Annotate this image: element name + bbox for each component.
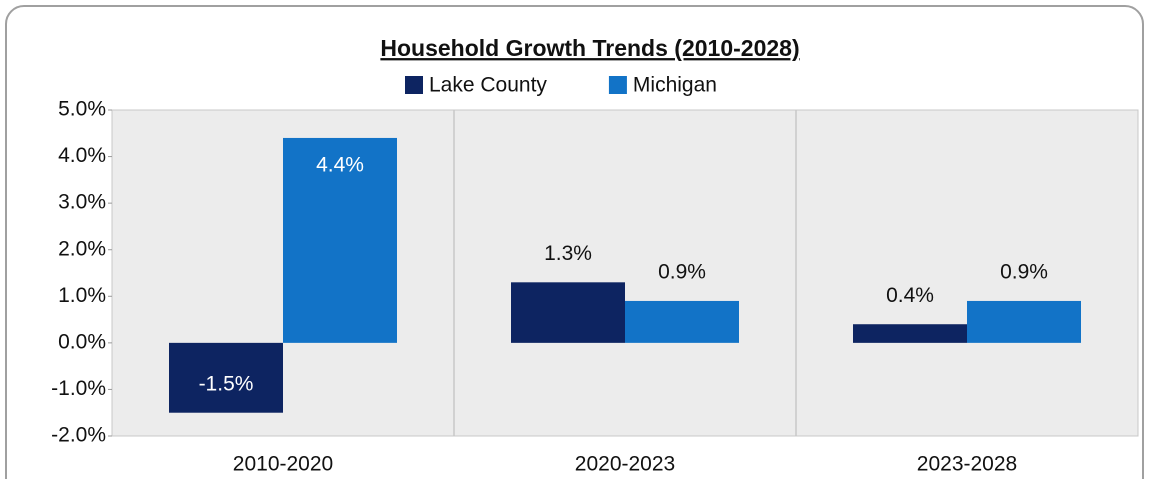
data-label: -1.5%: [199, 372, 254, 395]
legend-swatch: [405, 76, 423, 94]
bar: [625, 300, 739, 343]
x-tick-label: 2023-2028: [917, 453, 1017, 476]
data-label: 1.3%: [544, 242, 592, 265]
bar: [511, 282, 625, 343]
y-tick-label: 0.0%: [58, 330, 106, 353]
y-tick-label: 4.0%: [58, 144, 106, 167]
bar: [853, 324, 967, 343]
y-tick-label: 2.0%: [58, 237, 106, 260]
data-label: 0.9%: [1000, 260, 1048, 283]
data-label: 4.4%: [316, 153, 364, 176]
x-tick-label: 2010-2020: [233, 453, 333, 476]
x-tick-label: 2020-2023: [575, 453, 675, 476]
legend-swatch: [608, 76, 627, 94]
bar: [283, 137, 397, 343]
data-label: 0.9%: [658, 260, 706, 283]
data-label: 0.4%: [886, 284, 934, 307]
legend-label: Michigan: [633, 74, 717, 97]
bar: [967, 300, 1081, 343]
y-tick-label: 3.0%: [58, 191, 106, 214]
y-tick-label: -2.0%: [51, 424, 106, 447]
bar: [169, 342, 283, 413]
y-tick-label: 5.0%: [58, 98, 106, 121]
chart-title: Household Growth Trends (2010-2028): [380, 35, 799, 61]
y-tick-label: -1.0%: [51, 377, 106, 400]
y-tick-label: 1.0%: [58, 284, 106, 307]
legend-label: Lake County: [429, 74, 547, 97]
